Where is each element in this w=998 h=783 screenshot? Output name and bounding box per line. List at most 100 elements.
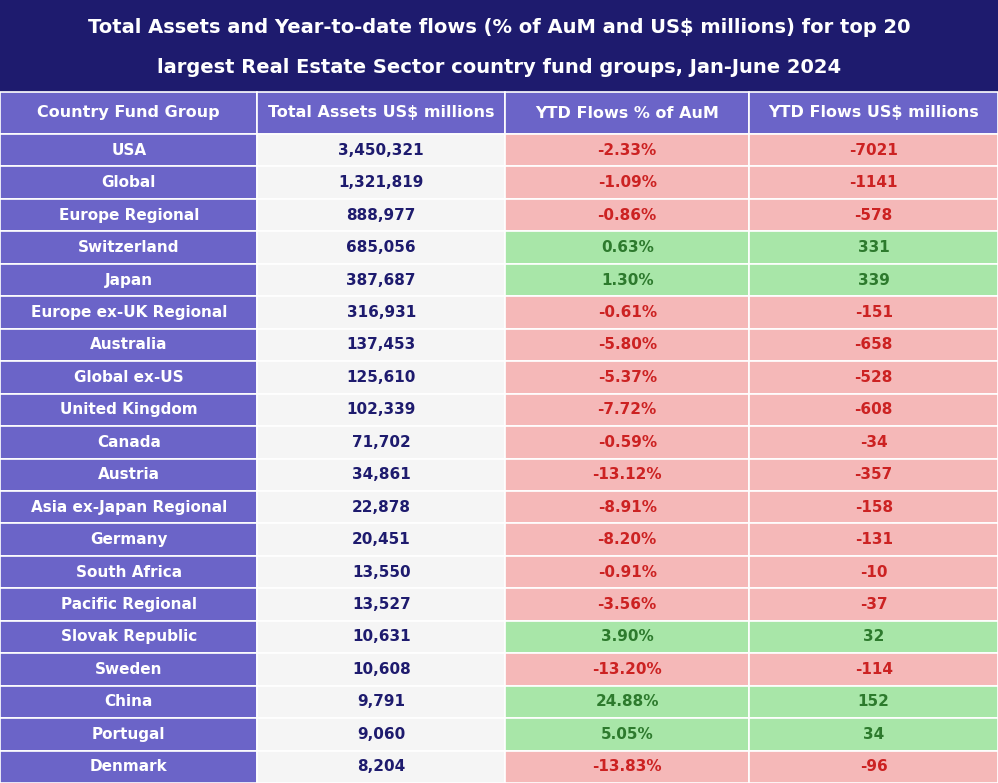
Text: -114: -114 <box>854 662 893 677</box>
Text: -151: -151 <box>854 305 893 320</box>
Text: 0.63%: 0.63% <box>601 240 654 255</box>
Text: 8,204: 8,204 <box>357 760 405 774</box>
Bar <box>0 718 257 751</box>
Text: 9,060: 9,060 <box>357 727 405 742</box>
Text: 9,791: 9,791 <box>357 695 405 709</box>
Text: 32: 32 <box>863 630 884 644</box>
Text: Austria: Austria <box>98 467 160 482</box>
Bar <box>0 296 257 329</box>
Text: Canada: Canada <box>97 435 161 449</box>
Bar <box>505 199 749 231</box>
Bar <box>257 718 505 751</box>
Text: 10,608: 10,608 <box>352 662 410 677</box>
Bar <box>0 134 257 167</box>
Bar <box>749 92 998 134</box>
Bar <box>0 92 257 134</box>
Bar <box>0 264 257 296</box>
Text: -528: -528 <box>854 370 893 385</box>
Text: -13.83%: -13.83% <box>593 760 662 774</box>
Bar <box>0 588 257 621</box>
Text: YTD Flows % of AuM: YTD Flows % of AuM <box>535 106 720 121</box>
Bar <box>505 426 749 459</box>
Text: -5.80%: -5.80% <box>598 337 657 352</box>
Text: Global ex-US: Global ex-US <box>74 370 184 385</box>
Text: Total Assets and Year-to-date flows (% of AuM and US$ millions) for top 20: Total Assets and Year-to-date flows (% o… <box>88 18 910 37</box>
Bar <box>257 751 505 783</box>
Bar <box>0 231 257 264</box>
Bar <box>749 296 998 329</box>
Text: -0.61%: -0.61% <box>598 305 657 320</box>
Bar <box>505 751 749 783</box>
Text: Asia ex-Japan Regional: Asia ex-Japan Regional <box>31 500 227 514</box>
Bar <box>0 199 257 231</box>
Bar <box>257 199 505 231</box>
Text: 10,631: 10,631 <box>352 630 410 644</box>
Bar <box>505 491 749 523</box>
Text: 34: 34 <box>863 727 884 742</box>
Bar <box>0 491 257 523</box>
Bar <box>0 167 257 199</box>
Bar <box>749 588 998 621</box>
Bar <box>257 523 505 556</box>
Text: -1141: -1141 <box>849 175 898 190</box>
Bar <box>0 0 998 92</box>
Text: 5.05%: 5.05% <box>601 727 654 742</box>
Bar <box>505 134 749 167</box>
Text: Portugal: Portugal <box>92 727 166 742</box>
Bar <box>257 588 505 621</box>
Text: -13.12%: -13.12% <box>593 467 662 482</box>
Text: -1.09%: -1.09% <box>598 175 657 190</box>
Text: Pacific Regional: Pacific Regional <box>61 597 197 612</box>
Text: -8.91%: -8.91% <box>598 500 657 514</box>
Bar <box>749 556 998 588</box>
Bar <box>0 556 257 588</box>
Bar <box>0 329 257 361</box>
Bar <box>257 394 505 426</box>
Text: YTD Flows US$ millions: YTD Flows US$ millions <box>768 106 979 121</box>
Bar <box>0 751 257 783</box>
Bar <box>257 264 505 296</box>
Text: Australia: Australia <box>90 337 168 352</box>
Bar <box>0 653 257 686</box>
Text: Global: Global <box>102 175 156 190</box>
Text: Germany: Germany <box>90 532 168 547</box>
Text: Europe Regional: Europe Regional <box>59 207 199 222</box>
Text: -96: -96 <box>860 760 887 774</box>
Text: -608: -608 <box>854 402 893 417</box>
Text: 685,056: 685,056 <box>346 240 416 255</box>
Bar <box>749 167 998 199</box>
Bar <box>0 459 257 491</box>
Bar <box>257 621 505 653</box>
Bar <box>505 361 749 394</box>
Bar <box>749 199 998 231</box>
Text: 152: 152 <box>858 695 889 709</box>
Bar <box>505 264 749 296</box>
Text: Europe ex-UK Regional: Europe ex-UK Regional <box>31 305 227 320</box>
Bar <box>257 231 505 264</box>
Text: -34: -34 <box>860 435 887 449</box>
Bar <box>505 167 749 199</box>
Text: 24.88%: 24.88% <box>596 695 659 709</box>
Text: China: China <box>105 695 153 709</box>
Bar <box>749 653 998 686</box>
Text: 13,527: 13,527 <box>352 597 410 612</box>
Bar <box>749 751 998 783</box>
Text: Sweden: Sweden <box>95 662 163 677</box>
Text: -13.20%: -13.20% <box>593 662 662 677</box>
Text: United Kingdom: United Kingdom <box>60 402 198 417</box>
Bar <box>749 459 998 491</box>
Bar <box>505 523 749 556</box>
Text: 20,451: 20,451 <box>352 532 410 547</box>
Bar <box>257 686 505 718</box>
Text: -10: -10 <box>860 565 887 579</box>
Bar <box>505 296 749 329</box>
Bar <box>749 134 998 167</box>
Text: 1.30%: 1.30% <box>601 272 654 287</box>
Text: -131: -131 <box>854 532 893 547</box>
Text: 316,931: 316,931 <box>346 305 416 320</box>
Bar <box>257 92 505 134</box>
Text: South Africa: South Africa <box>76 565 182 579</box>
Text: Total Assets US$ millions: Total Assets US$ millions <box>268 106 494 121</box>
Bar <box>749 426 998 459</box>
Bar <box>0 686 257 718</box>
